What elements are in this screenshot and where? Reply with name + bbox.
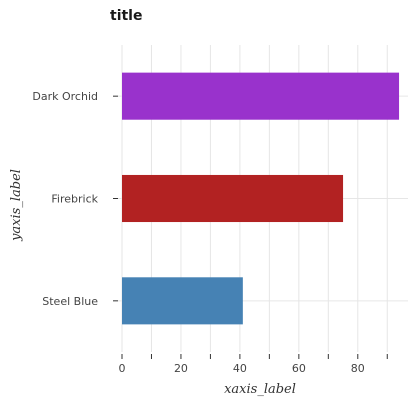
x-axis-label: xaxis_label xyxy=(224,382,296,397)
y-tick-label: Steel Blue xyxy=(42,295,98,308)
bar-dark-orchid xyxy=(122,72,400,120)
y-tick-label: Firebrick xyxy=(51,193,98,206)
x-axis-ticks: 0 20 40 60 80 xyxy=(119,354,388,375)
x-tick-label: 40 xyxy=(233,362,247,375)
y-axis-ticks: Steel Blue Firebrick Dark Orchid xyxy=(32,90,118,308)
y-tick-label: Dark Orchid xyxy=(32,90,98,103)
bar-firebrick xyxy=(122,174,344,223)
x-tick-label: 60 xyxy=(292,362,306,375)
bar-steel-blue xyxy=(122,277,243,325)
x-tick-label: 20 xyxy=(174,362,188,375)
x-tick-label: 80 xyxy=(351,362,365,375)
y-axis-label: yaxis_label xyxy=(9,169,24,242)
chart-title: title xyxy=(110,8,142,24)
bars xyxy=(122,72,400,325)
x-tick-label: 0 xyxy=(119,362,126,375)
